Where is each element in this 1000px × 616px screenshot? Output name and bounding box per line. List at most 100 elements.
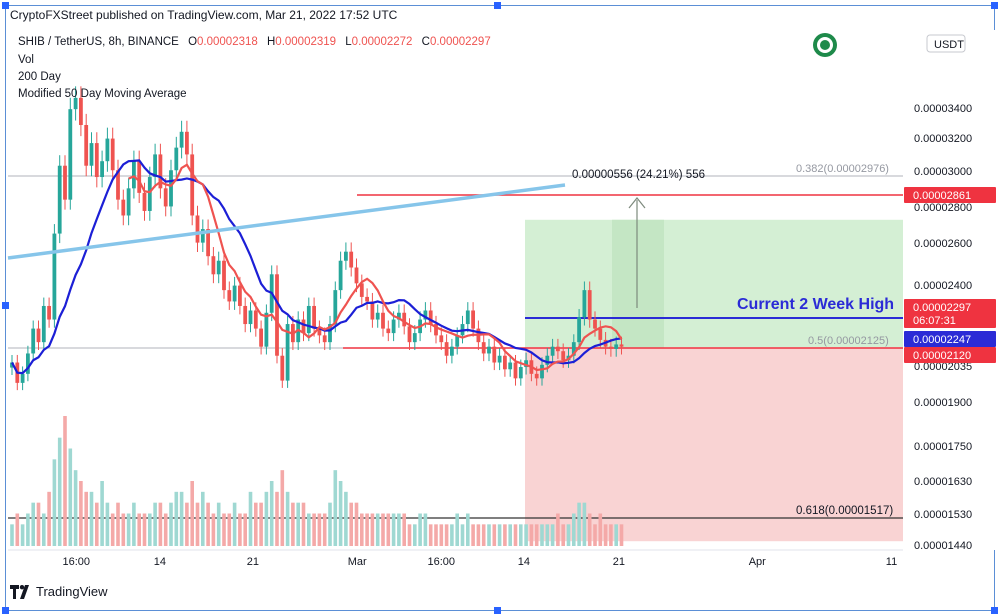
time-tick-label: 14 [518, 556, 530, 568]
candle-body [571, 342, 576, 356]
measure-box [612, 219, 664, 348]
price-scale-tag-label: 0.00002120 [913, 350, 971, 362]
resize-handle[interactable] [494, 607, 501, 614]
price-scale-tag-label: 0.00002861 [913, 190, 971, 202]
volume-bar [460, 524, 465, 546]
tradingview-brand[interactable]: TradingView [10, 584, 108, 599]
candle-body [359, 283, 364, 297]
volume-bar [222, 513, 226, 546]
volume-bar [344, 491, 348, 546]
resize-handle[interactable] [2, 2, 9, 9]
candle-body [312, 305, 316, 329]
candle-body [333, 290, 338, 325]
volume-bar [391, 513, 396, 546]
volume-bar [354, 502, 359, 546]
volume-bar [132, 502, 136, 546]
ma-200-line [7, 183, 566, 260]
candle-body [344, 251, 348, 261]
candle-body [513, 362, 518, 379]
candle-body [397, 312, 401, 320]
volume-bar [148, 513, 152, 546]
volume-bar [423, 513, 428, 546]
candle-body [386, 328, 391, 334]
price-tick-label: 0.00003000 [914, 166, 972, 178]
candle-body [185, 131, 189, 155]
volume-bar [519, 524, 523, 546]
candle-body [94, 143, 99, 178]
candle-body [306, 305, 311, 334]
ma-slow-line [11, 159, 622, 375]
candle-body [481, 342, 486, 354]
resize-handle[interactable] [991, 607, 998, 614]
candle-body [20, 373, 25, 383]
volume-bar [609, 524, 613, 546]
symbol-name[interactable]: SHIB / TetherUS, 8h, BINANCE [18, 36, 179, 48]
tradingview-logo-icon [10, 584, 29, 599]
tradingview-label: TradingView [36, 584, 108, 599]
volume-bar [317, 513, 322, 546]
volume-bar [105, 502, 110, 546]
volume-bar [619, 524, 624, 546]
candle-body [503, 355, 507, 370]
price-tick-label: 0.00003200 [914, 133, 972, 145]
time-tick-label: Mar [348, 556, 367, 568]
candle-body [349, 251, 354, 268]
volume-bar [572, 513, 576, 546]
volume-bar [593, 524, 597, 546]
volume-bar [238, 513, 242, 546]
candle-body [153, 154, 157, 178]
candle-body [68, 109, 73, 200]
volume-bar [163, 513, 168, 546]
candle-body [381, 312, 385, 329]
volume-bar [582, 502, 587, 546]
volume-bar [275, 491, 279, 546]
resize-handle[interactable] [494, 2, 501, 9]
volume-bar [137, 513, 141, 546]
price-scale-tag [904, 347, 996, 363]
volume-bar [185, 502, 189, 546]
indicator-modified-50-day-ma[interactable]: Modified 50 Day Moving Average [18, 88, 187, 100]
volume-bar [201, 491, 205, 546]
volume-bar [248, 491, 253, 546]
volume-bar [291, 502, 295, 546]
candle-body [285, 324, 290, 381]
volume-bar [524, 524, 528, 546]
candle-body [206, 229, 210, 257]
resize-handle[interactable] [2, 607, 9, 614]
volume-bar [121, 513, 126, 546]
candle-body [116, 170, 120, 200]
volume-bar [190, 481, 194, 546]
volume-bar [550, 524, 555, 546]
candle-body [598, 328, 603, 340]
price-scale-tag-label: 0.00002247 [913, 334, 971, 346]
resize-handle[interactable] [2, 302, 9, 309]
volume-bar [153, 502, 157, 546]
volume-bar [322, 513, 327, 546]
candle-body [52, 233, 57, 320]
volume-bar [360, 513, 364, 546]
price-scale-tag [904, 331, 996, 347]
open-value: 0.00002318 [197, 36, 258, 48]
candle-body [41, 305, 46, 343]
candle-body [614, 344, 619, 349]
resize-handle[interactable] [991, 2, 998, 9]
volume-bar [269, 481, 274, 546]
two-week-high-label: Current 2 Week High [737, 296, 894, 313]
volume-bar [100, 481, 104, 546]
indicator-200-day[interactable]: 200 Day [18, 71, 61, 83]
volume-bar [254, 502, 258, 546]
volume-bar [285, 491, 290, 546]
candle-body [487, 346, 491, 354]
candle-body [582, 290, 587, 318]
indicator-vol[interactable]: Vol [18, 54, 34, 66]
time-tick-label: Apr [749, 556, 766, 568]
candle-body [492, 346, 497, 363]
candle-body [561, 351, 566, 361]
candle-body [365, 296, 369, 302]
close-label: C [421, 36, 430, 48]
volume-bar [280, 470, 285, 546]
candle-body [328, 324, 332, 343]
volume-bar [534, 524, 539, 546]
candle-body [545, 355, 550, 365]
